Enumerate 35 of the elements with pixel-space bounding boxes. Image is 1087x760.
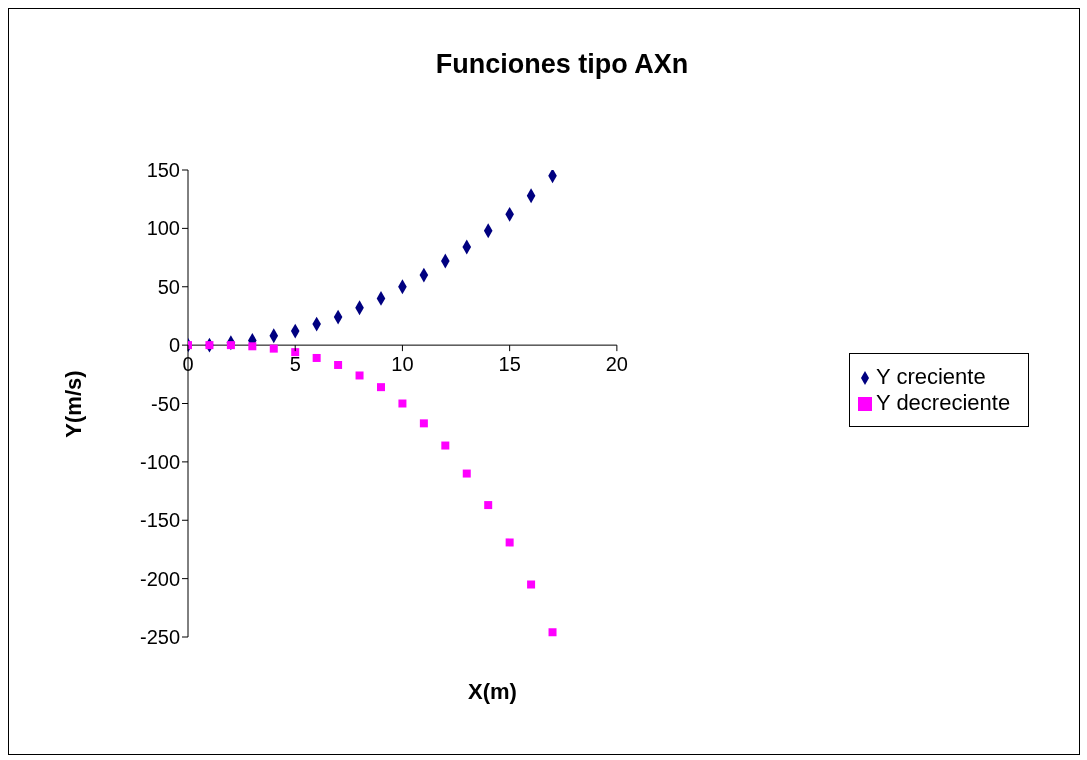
y-axis-title: Y(m/s) [61,369,87,440]
x-axis-title: X(m) [467,679,518,705]
y-tick-label: -200 [139,567,180,590]
x-tick-label: 10 [391,353,414,376]
y-tick-label: -50 [151,392,180,415]
y-tick-label: 50 [157,275,180,298]
chart-title: Funciones tipo AXn [434,49,690,80]
y-tick-label: -150 [139,509,180,532]
point [312,353,321,362]
y-tick-label: -250 [139,626,180,649]
point [291,348,300,357]
point [398,399,407,408]
point [505,538,514,547]
legend-label: Y decreciente [876,390,1011,415]
point [334,360,343,369]
x-tick-label: 20 [605,353,628,376]
point [205,341,214,350]
legend-label: Y creciente [876,364,986,389]
point [462,469,471,478]
y-tick-label: -100 [139,450,180,473]
x-tick-label: 0 [182,353,194,376]
point [269,344,278,353]
y-tick-label: 150 [146,159,180,182]
point [527,580,536,589]
y-tick-label: 100 [146,217,180,240]
x-tick-label: 5 [289,353,301,376]
point [355,371,364,380]
point [484,501,493,510]
point [441,441,450,450]
point [248,342,257,351]
point [548,628,557,637]
point [419,419,428,428]
x-tick-label: 15 [498,353,521,376]
point [376,383,385,392]
y-tick-label: 0 [168,334,180,357]
